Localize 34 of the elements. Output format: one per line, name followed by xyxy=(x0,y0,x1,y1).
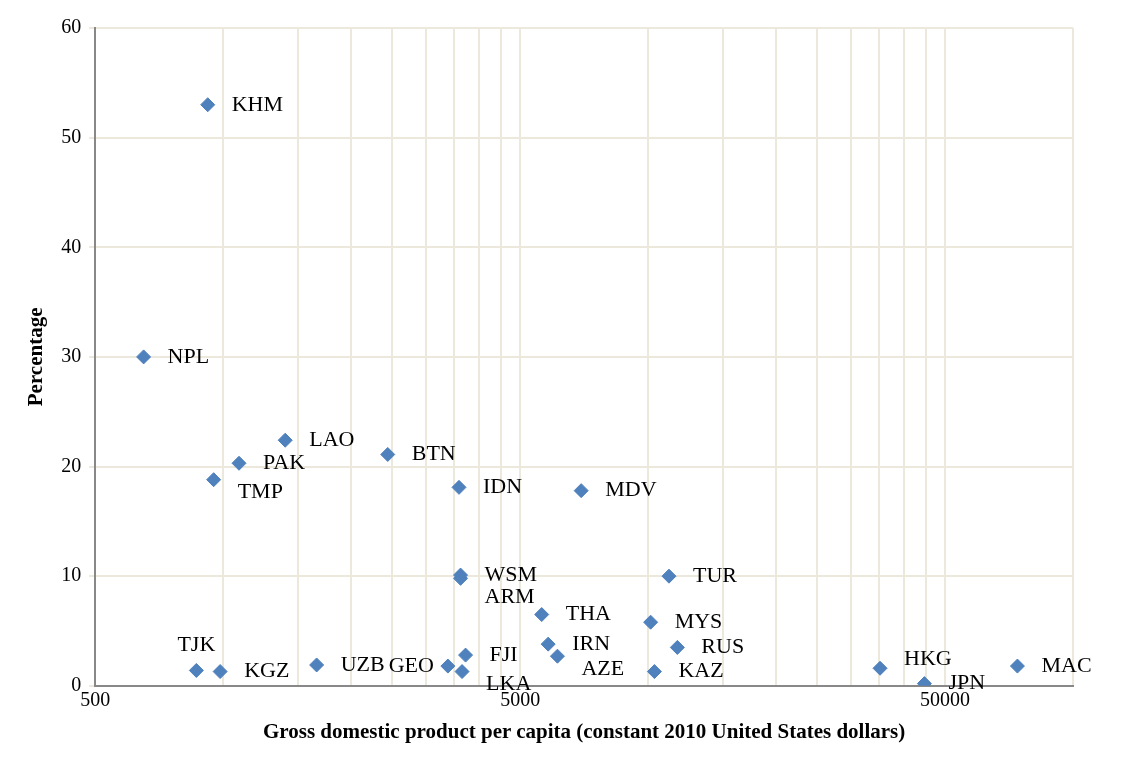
annotation: IRN xyxy=(572,629,611,655)
annotation: PAK xyxy=(263,449,306,475)
x-tick-label: 500 xyxy=(80,688,111,711)
annotation: NPL xyxy=(167,342,210,368)
y-tick-label: 20 xyxy=(61,453,82,476)
annotation: KGZ xyxy=(244,657,290,683)
y-axis-title: Percentage xyxy=(23,307,48,407)
annotation: TUR xyxy=(692,561,738,587)
y-tick-label: 40 xyxy=(61,234,82,257)
y-tick-label: 10 xyxy=(61,563,82,586)
annotation: TJK xyxy=(177,631,216,657)
annotation: UZB xyxy=(340,650,385,676)
annotation: LAO xyxy=(309,426,355,451)
annotation: KHM xyxy=(231,90,284,116)
annotation: GEO xyxy=(388,651,434,677)
annotation: IDN xyxy=(483,473,523,499)
annotation: MAC xyxy=(1041,651,1092,677)
annotation: TMP xyxy=(237,478,283,504)
y-tick-label: 50 xyxy=(61,124,82,147)
y-tick-label: 60 xyxy=(61,15,82,38)
annotation: WSM xyxy=(484,560,538,586)
annotation: HKG xyxy=(904,645,952,671)
annotation: FJI xyxy=(489,640,518,666)
annotation: ARM xyxy=(484,583,535,609)
annotation: BTN xyxy=(411,440,456,466)
annotation: THA xyxy=(565,600,612,626)
annotation: MDV xyxy=(605,476,657,502)
y-tick-label: 0 xyxy=(71,673,82,696)
annotation: RUS xyxy=(701,633,745,659)
annotation: MYS xyxy=(674,607,723,633)
y-tick-label: 30 xyxy=(61,344,82,367)
annotation: KAZ xyxy=(678,657,724,683)
x-axis-title: Gross domestic product per capita (constant 2010 United States dollars) xyxy=(262,718,906,743)
annotation: AZE xyxy=(581,654,625,680)
